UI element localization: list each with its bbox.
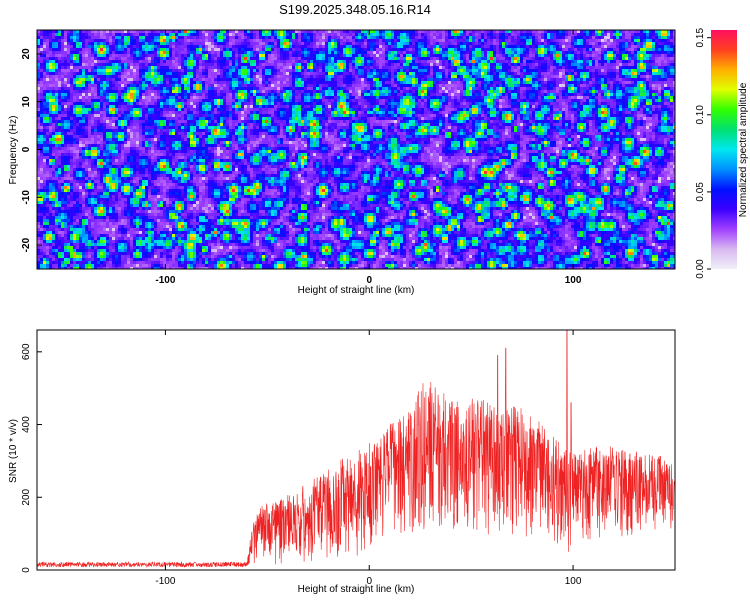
spectrogram-x-tick-label: 0 — [366, 275, 372, 286]
snr-series-line — [36, 329, 676, 568]
colorbar: 0.00 0.05 0.10 0.15 Normalized spectral amp… — [695, 28, 749, 279]
colorbar-ticks: 0.00 0.05 0.10 0.15 — [695, 28, 711, 279]
spectrogram-y-axis-label: Frequency (Hz) — [8, 116, 19, 185]
snr-y-axis-label: SNR (10 * v/v) — [8, 419, 19, 483]
colorbar-label: Normalized spectral amplitude — [738, 82, 749, 217]
colorbar-tick-label: 0.05 — [695, 182, 706, 202]
snr-ticks: -100 0 100 0 200 400 600 — [21, 330, 582, 587]
spectrogram-x-axis-label: Height of straight line (km) — [298, 285, 415, 296]
snr-y-tick-label: 400 — [21, 416, 32, 433]
spectrogram-y-tick-label: -10 — [21, 190, 32, 205]
snr-x-axis-label: Height of straight line (km) — [298, 584, 415, 595]
snr-y-tick-label: 0 — [21, 567, 32, 573]
colorbar-gradient — [711, 30, 737, 269]
snr-x-tick-label: -100 — [155, 576, 175, 587]
spectrogram-x-tick-label: 100 — [565, 275, 582, 286]
colorbar-tick-label: 0.15 — [695, 28, 706, 48]
spectrogram-x-tick-label: -100 — [155, 275, 175, 286]
spectrogram-y-tick-label: -20 — [21, 237, 32, 252]
spectrogram-y-tick-label: 20 — [21, 48, 32, 60]
snr-series-path — [36, 329, 676, 568]
snr-panel: -100 0 100 0 200 400 600 Height of straight li… — [8, 329, 676, 595]
snr-x-tick-label: 100 — [565, 576, 582, 587]
spectrogram-y-tick-label: 0 — [21, 146, 32, 152]
colorbar-tick-label: 0.10 — [695, 105, 706, 125]
snr-y-tick-label: 200 — [21, 488, 32, 505]
spectrogram-image — [37, 30, 675, 269]
figure-title: S199.2025.348.05.16.R14 — [279, 2, 431, 17]
colorbar-tick-label: 0.00 — [695, 259, 706, 279]
snr-frame — [36, 329, 676, 571]
spectrogram-y-tick-label: 10 — [21, 96, 32, 108]
snr-x-tick-label: 0 — [366, 576, 372, 587]
snr-y-tick-label: 600 — [21, 343, 32, 360]
